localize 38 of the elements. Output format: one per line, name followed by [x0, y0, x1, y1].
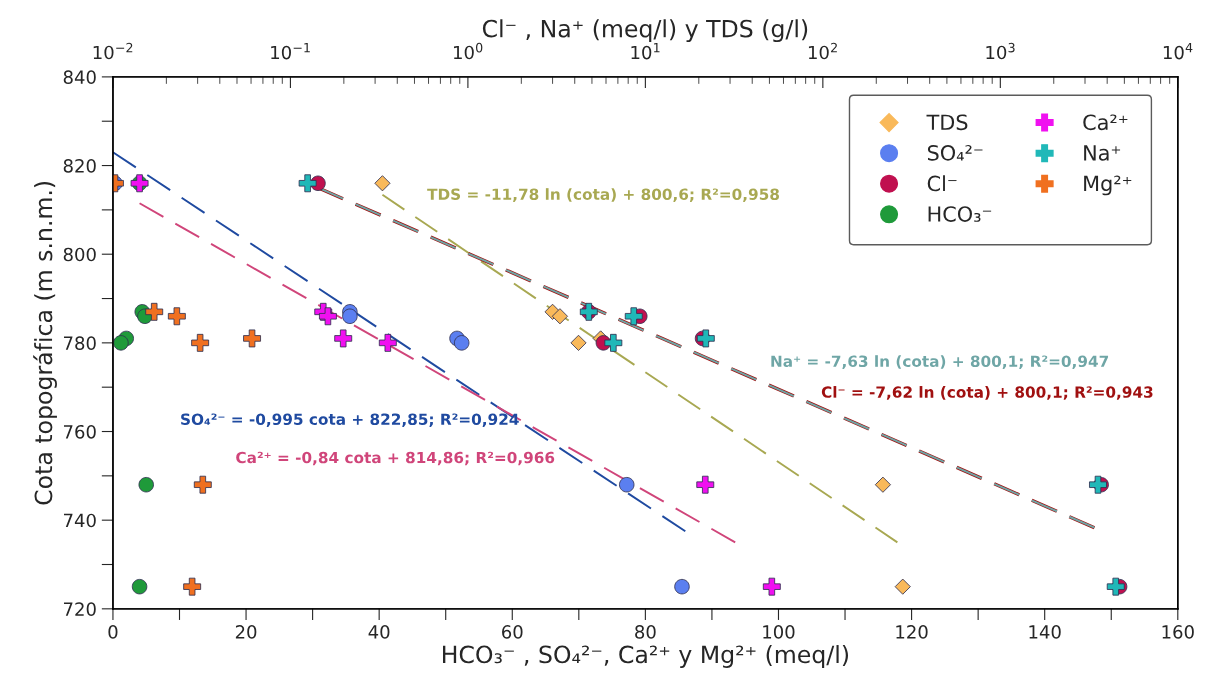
- series-label: Na⁺ = -7,63 ln (cota) + 800,1; R²=0,947: [771, 355, 1109, 369]
- series-label: Ca²⁺ = -0,84 cota + 814,86; R²=0,966: [236, 451, 555, 466]
- x-tick-label: 20: [235, 625, 257, 639]
- x-tick-label: 80: [635, 625, 656, 639]
- legend-label: HCO₃⁻: [928, 206, 992, 222]
- x2-tick-label: 10$^{−1}$: [271, 43, 310, 60]
- y-tick-label: 840: [63, 70, 96, 85]
- x-tick-label: 140: [1029, 625, 1061, 639]
- x2-tick-label: 10$^{−2}$: [93, 42, 133, 60]
- x2-tick-label: 10$^{4}$: [1163, 43, 1193, 60]
- legend-label: Cl⁻: [927, 175, 957, 192]
- x-tick-label: 60: [502, 625, 523, 639]
- legend-label: SO₄²⁻: [927, 144, 983, 161]
- legend-label: Mg²⁺: [1084, 175, 1132, 196]
- legend-label: TDS: [926, 114, 968, 131]
- y-tick-label: 720: [63, 602, 96, 616]
- series-label: SO₄²⁻ = -0,995 cota + 822,85; R²=0,924: [181, 413, 519, 427]
- series-label: Cl⁻ = -7,62 ln (cota) + 800,1; R²=0,943: [821, 386, 1153, 400]
- x2-tick-label: 10$^{2}$: [808, 42, 837, 60]
- y-tick-label: 800: [63, 247, 96, 262]
- x-tick-label: 40: [368, 625, 390, 639]
- x-tick-label: 160: [1162, 625, 1194, 639]
- y-tick-label: 820: [63, 159, 96, 173]
- legend-label: Na⁺: [1084, 145, 1121, 161]
- x-tick-label: 100: [763, 625, 795, 639]
- y-tick-label: 760: [63, 424, 96, 439]
- series-label: TDS = -11,78 ln (cota) + 800,6; R²=0,958: [427, 188, 779, 202]
- x-axis-title: HCO₃⁻ , SO₄²⁻, Ca²⁺ y Mg²⁺ (meq/l): [443, 645, 849, 668]
- x2-tick-label: 10$^{1}$: [631, 43, 660, 60]
- x2-axis-title: Cl⁻ , Na⁺ (meq/l) y TDS (g/l): [482, 19, 808, 43]
- y-tick-label: 780: [63, 336, 96, 350]
- legend-label: Ca²⁺: [1083, 114, 1128, 131]
- y-tick-label: 740: [63, 513, 96, 528]
- x2-tick-label: 10$^{3}$: [986, 42, 1015, 60]
- x-tick-label: 0: [108, 625, 118, 639]
- x2-tick-label: 10$^{0}$: [453, 42, 483, 60]
- y-axis-title: Cota topográfica (m s.n.m.): [33, 181, 57, 505]
- x-tick-label: 120: [896, 625, 928, 639]
